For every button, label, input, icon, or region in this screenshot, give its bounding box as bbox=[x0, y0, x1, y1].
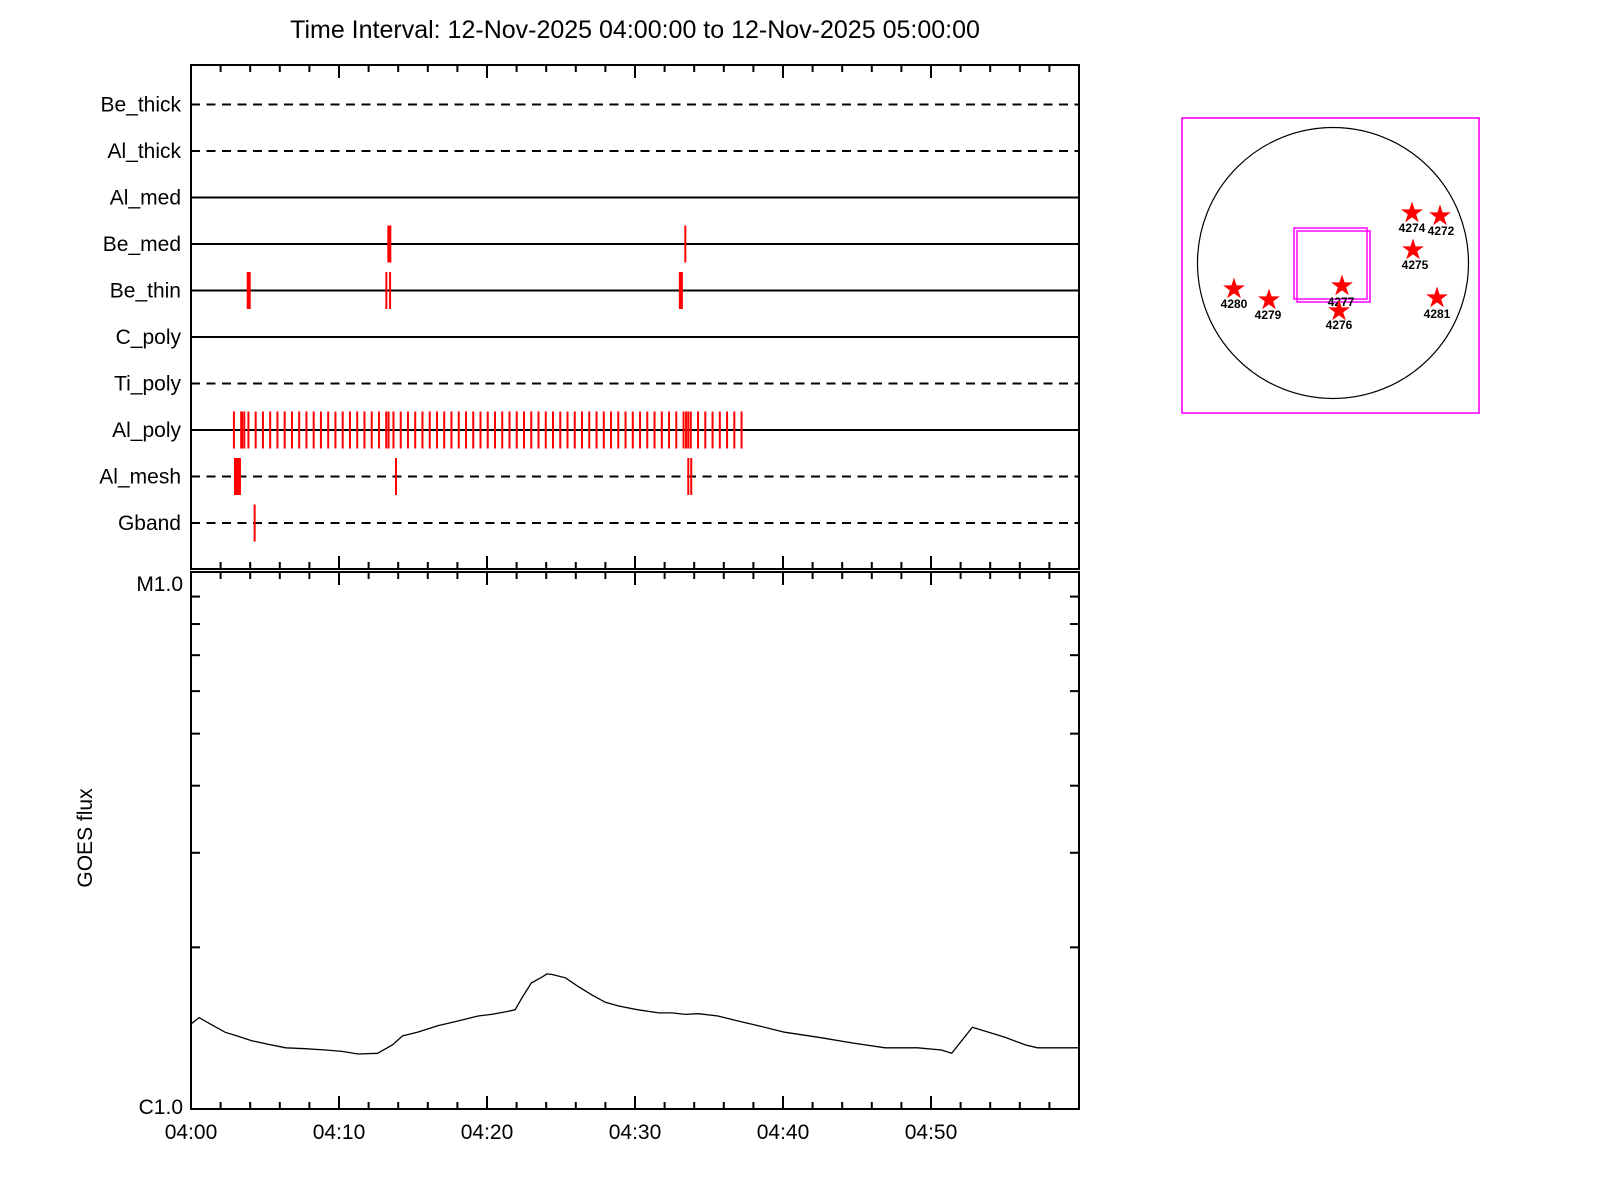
filter-timeline-panel: Be_thick Al_thick Al_med Be_med Be_thin C_pol… bbox=[99, 64, 1080, 570]
active-region-label-4281: 4281 bbox=[1424, 307, 1451, 321]
filter-row-label-Be_thin: Be_thin bbox=[110, 280, 181, 303]
solar-disk-panel: 4274 4272 4275 4280 4279 4277 4276 4281 bbox=[1181, 117, 1480, 414]
filter-row-label-Al_poly: Al_poly bbox=[112, 419, 181, 442]
x-tick-label-04:40: 04:40 bbox=[757, 1121, 810, 1144]
filter-row-label-Be_thick: Be_thick bbox=[100, 94, 181, 117]
solar-limb-circle bbox=[1196, 126, 1470, 400]
filter-row-label-Al_med: Al_med bbox=[110, 187, 181, 210]
timeline-panel-border bbox=[190, 64, 1080, 570]
filter-row-label-Be_med: Be_med bbox=[103, 233, 181, 256]
filter-row-label-Gband: Gband bbox=[118, 512, 181, 535]
active-region-label-4272: 4272 bbox=[1428, 224, 1455, 238]
active-region-star-4281 bbox=[1426, 286, 1448, 308]
filter-row-label-Ti_poly: Ti_poly bbox=[114, 373, 181, 396]
y-axis-bottom-label: C1.0 bbox=[139, 1096, 183, 1119]
active-region-label-4277: 4277 bbox=[1328, 295, 1355, 309]
y-axis-top-label: M1.0 bbox=[136, 573, 183, 596]
x-tick-label-04:00: 04:00 bbox=[165, 1121, 218, 1144]
active-region-label-4275: 4275 bbox=[1402, 258, 1429, 272]
goes-flux-curve bbox=[190, 973, 1079, 1055]
active-region-label-4276: 4276 bbox=[1326, 318, 1353, 332]
fov-box-offset bbox=[1296, 230, 1371, 303]
filter-row-label-C_poly: C_poly bbox=[116, 326, 182, 349]
active-region-star-4272 bbox=[1429, 204, 1451, 226]
active-region-star-4275 bbox=[1402, 238, 1424, 260]
active-region-label-4274: 4274 bbox=[1399, 221, 1426, 235]
chart-title: Time Interval: 12-Nov-2025 04:00:00 to 1… bbox=[290, 16, 980, 44]
filter-row-label-Al_thick: Al_thick bbox=[107, 140, 181, 163]
active-region-star-4276 bbox=[1328, 299, 1350, 321]
active-region-star-4279 bbox=[1258, 288, 1280, 310]
x-tick-label-04:10: 04:10 bbox=[313, 1121, 366, 1144]
fov-box bbox=[1293, 227, 1368, 300]
active-region-star-4280 bbox=[1223, 277, 1245, 299]
active-region-star-4277 bbox=[1331, 274, 1353, 296]
active-region-label-4279: 4279 bbox=[1255, 308, 1282, 322]
filter-row-label-Al_mesh: Al_mesh bbox=[99, 466, 181, 489]
x-tick-label-04:50: 04:50 bbox=[905, 1121, 958, 1144]
goes-flux-panel: 04:00 04:10 04:20 04:30 04:40 04:50 bbox=[165, 571, 1080, 1144]
goes-panel-border bbox=[190, 571, 1080, 1110]
active-region-star-4274 bbox=[1401, 201, 1423, 223]
goes-flux-axis-title: GOES flux bbox=[74, 788, 97, 888]
active-region-label-4280: 4280 bbox=[1221, 297, 1248, 311]
x-tick-label-04:20: 04:20 bbox=[461, 1121, 514, 1144]
x-tick-label-04:30: 04:30 bbox=[609, 1121, 662, 1144]
disk-outer-box bbox=[1181, 117, 1480, 414]
